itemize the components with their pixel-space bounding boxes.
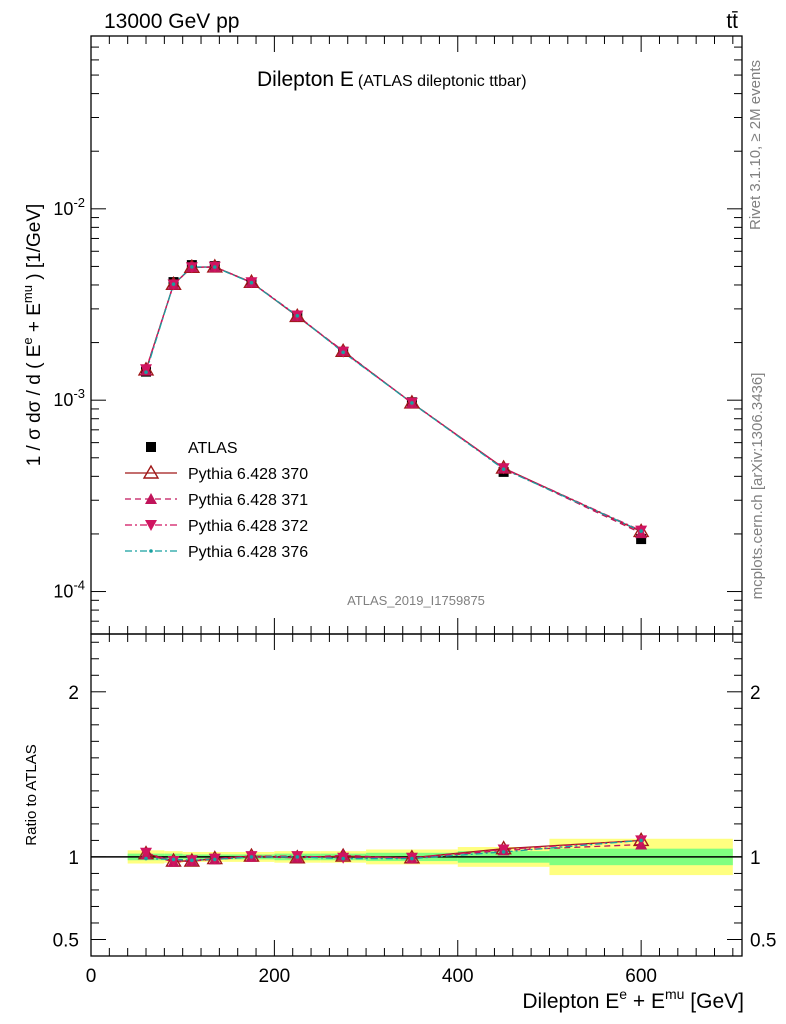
chart-title-group: Dilepton E (ATLAS dileptonic ttbar) [257, 68, 527, 91]
ratio-2-point [497, 844, 510, 856]
lower-y-tick-label: 1 [68, 848, 79, 869]
legend: ATLAS Pythia 6.428 370 Pythia 6.428 371 Pyt… [125, 440, 308, 561]
series-4-point [171, 282, 176, 286]
series-4-point [144, 370, 148, 375]
x-tick-label: 200 [259, 966, 291, 987]
series-line-4 [145, 266, 642, 532]
legend-marker [142, 464, 160, 479]
series-4-point [190, 265, 194, 269]
lower-y-tick-label-right: 2 [750, 683, 761, 704]
ratio-line-1 [145, 843, 642, 863]
legend-marker [149, 549, 153, 553]
lower-y-tick-label: 0.5 [53, 930, 79, 951]
series-4-point [501, 467, 506, 471]
upper-y-tick-label: 10-3 [53, 386, 85, 410]
chart-subtitle: (ATLAS dileptonic ttbar) [358, 73, 527, 90]
lower-series-group [137, 832, 650, 868]
ratio-3-point [212, 857, 217, 862]
series-4-point [212, 265, 217, 269]
lower-y-tick-label-right: 0.5 [750, 930, 776, 951]
chart-title: Dilepton E [257, 68, 354, 91]
x-tick-label: 400 [442, 966, 474, 987]
series-4-point [410, 401, 414, 405]
process-label: tt̄ [726, 10, 738, 33]
ratio-2-point [167, 856, 180, 868]
upper-series-group [137, 258, 650, 545]
ratio-3-point [144, 856, 148, 861]
legend-marker [146, 442, 156, 452]
legend-marker [145, 493, 157, 504]
x-tick-label: 600 [625, 966, 657, 987]
ratio-3-point [190, 858, 194, 863]
ratio-3-point [501, 850, 506, 854]
ratio-line-3 [145, 839, 642, 861]
ratio-2-point [140, 847, 153, 859]
analysis-watermark: ATLAS_2019_I1759875 [347, 593, 485, 608]
legend-label: Pythia 6.428 372 [188, 518, 308, 535]
legend-label: ATLAS [188, 440, 238, 457]
lower-axis-ticks: 0 200 400 600 0.5 0.5 1 1 2 2 [53, 634, 776, 987]
x-tick-label: 0 [86, 966, 97, 987]
series-4-point [249, 280, 254, 285]
ratio-line-0 [145, 839, 642, 862]
upper-y-tick-label: 10-2 [53, 195, 85, 219]
legend-label: Pythia 6.428 371 [188, 492, 308, 509]
legend-label: Pythia 6.428 370 [188, 466, 308, 483]
lower-y-axis-label: Ratio to ATLAS [23, 744, 40, 845]
ratio-3-point [171, 857, 176, 862]
legend-label: Pythia 6.428 376 [188, 544, 308, 561]
ratio-3-point [295, 855, 300, 859]
upper-y-tick-label: 10-4 [53, 578, 85, 602]
ratio-3-point [410, 856, 414, 861]
lower-y-tick-label: 2 [68, 683, 79, 704]
legend-marker [145, 520, 157, 531]
upper-y-axis-label: 1 / σ dσ / d ( Ee + Emu ) [1/GeV] [20, 204, 45, 467]
series-0-point [636, 534, 647, 545]
lower-y-tick-label-right: 1 [750, 848, 761, 869]
series-3-point [140, 364, 153, 376]
series-4-point [295, 314, 300, 318]
series-4-point [639, 529, 643, 533]
lower-plot-frame [90, 633, 743, 957]
ratio-3-point [639, 838, 643, 843]
energy-label: 13000 GeV pp [104, 10, 239, 33]
ratio-3-point [341, 856, 345, 861]
ratio-3-point [249, 855, 254, 859]
x-axis-label: Dilepton Ee + Emu [GeV] [522, 986, 744, 1013]
rivet-label: Rivet 3.1.10, ≥ 2M events [747, 60, 764, 230]
mcplots-label: mcplots.cern.ch [arXiv:1306.3436] [749, 373, 766, 600]
upper-axis-ticks: 10-4 10-3 10-2 [53, 35, 742, 635]
series-line-3 [145, 266, 642, 532]
series-4-point [341, 350, 345, 355]
